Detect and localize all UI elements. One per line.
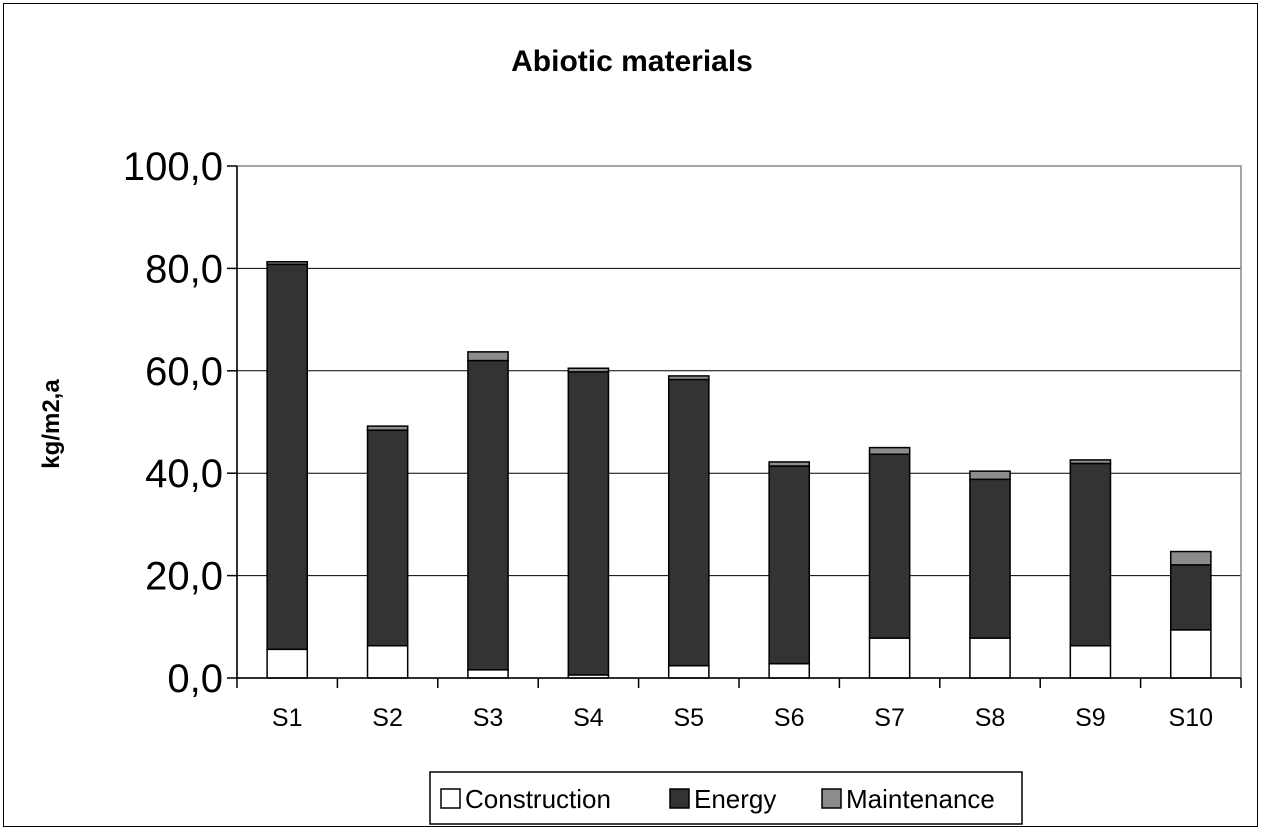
bar-energy-s6 — [768, 465, 811, 665]
x-tick-label: S5 — [674, 704, 705, 732]
bar-energy-s2 — [366, 429, 409, 647]
chart-frame: Abiotic materials kg/m2,a 0,0 20,0 40,0 60,… — [3, 3, 1258, 827]
bar-energy-s5 — [667, 378, 710, 667]
legend-label-energy: Energy — [694, 784, 776, 814]
bar-maintenance-s4 — [567, 367, 610, 373]
legend-swatch-maintenance — [821, 788, 842, 809]
bar-construction-s3 — [467, 669, 509, 679]
x-tick-label: S10 — [1169, 704, 1213, 732]
bar-maintenance-s5 — [667, 375, 710, 381]
bar-construction-s8 — [969, 637, 1011, 679]
bar-construction-s6 — [768, 662, 811, 679]
y-tick-label: 80,0 — [145, 247, 223, 291]
bar-maintenance-s8 — [969, 470, 1011, 481]
x-tick-label: S6 — [774, 704, 805, 732]
bar-construction-s5 — [667, 664, 710, 679]
x-tick-label: S3 — [473, 704, 504, 732]
bar-energy-s3 — [467, 359, 509, 671]
x-tick-label: S1 — [272, 704, 303, 732]
y-tick-label: 60,0 — [145, 350, 223, 394]
bar-energy-s10 — [1169, 564, 1212, 631]
x-tick-label: S8 — [975, 704, 1006, 732]
bar-energy-s7 — [868, 453, 911, 639]
bar-energy-s4 — [567, 371, 610, 676]
bar-maintenance-s10 — [1169, 550, 1212, 566]
bar-energy-s8 — [969, 478, 1011, 639]
bar-construction-s9 — [1069, 644, 1112, 679]
x-tick-label: S4 — [573, 704, 604, 732]
chart-title: Abiotic materials — [511, 45, 753, 78]
legend-swatch-energy — [669, 788, 690, 809]
y-axis-label: kg/m2,a — [38, 379, 65, 469]
axes: 0,0 20,0 40,0 60,0 80,0 100,0 S1 S2 S3 S4 S5 S6 S7 S8… — [123, 145, 1242, 732]
y-tick-label: 100,0 — [123, 145, 223, 189]
bar-energy-s1 — [266, 263, 309, 651]
bars — [266, 260, 1212, 679]
bar-construction-s2 — [366, 644, 409, 679]
legend-label-construction: Construction — [465, 784, 611, 814]
y-tick-label: 0,0 — [167, 657, 223, 701]
bar-maintenance-s2 — [366, 425, 409, 431]
bar-maintenance-s3 — [467, 351, 509, 362]
bar-maintenance-s9 — [1069, 459, 1112, 465]
y-tick-label: 40,0 — [145, 452, 223, 496]
bar-maintenance-s6 — [768, 461, 811, 467]
bar-construction-s10 — [1169, 629, 1212, 679]
x-tick-label: S7 — [874, 704, 905, 732]
bar-maintenance-s1 — [266, 260, 309, 266]
bar-maintenance-s7 — [868, 446, 911, 456]
bar-energy-s9 — [1069, 462, 1112, 647]
legend-swatch-construction — [440, 788, 461, 809]
x-tick-label: S2 — [372, 704, 403, 732]
bar-construction-s7 — [868, 637, 911, 679]
legend-box — [429, 771, 1023, 825]
x-tick-label: S9 — [1075, 704, 1106, 732]
y-tick-label: 20,0 — [145, 555, 223, 599]
legend: Construction Energy Maintenance — [429, 771, 1023, 825]
bar-construction-s1 — [266, 648, 309, 679]
bar-chart: Abiotic materials kg/m2,a 0,0 20,0 40,0 60,… — [38, 45, 1242, 825]
legend-label-maintenance: Maintenance — [846, 784, 995, 814]
